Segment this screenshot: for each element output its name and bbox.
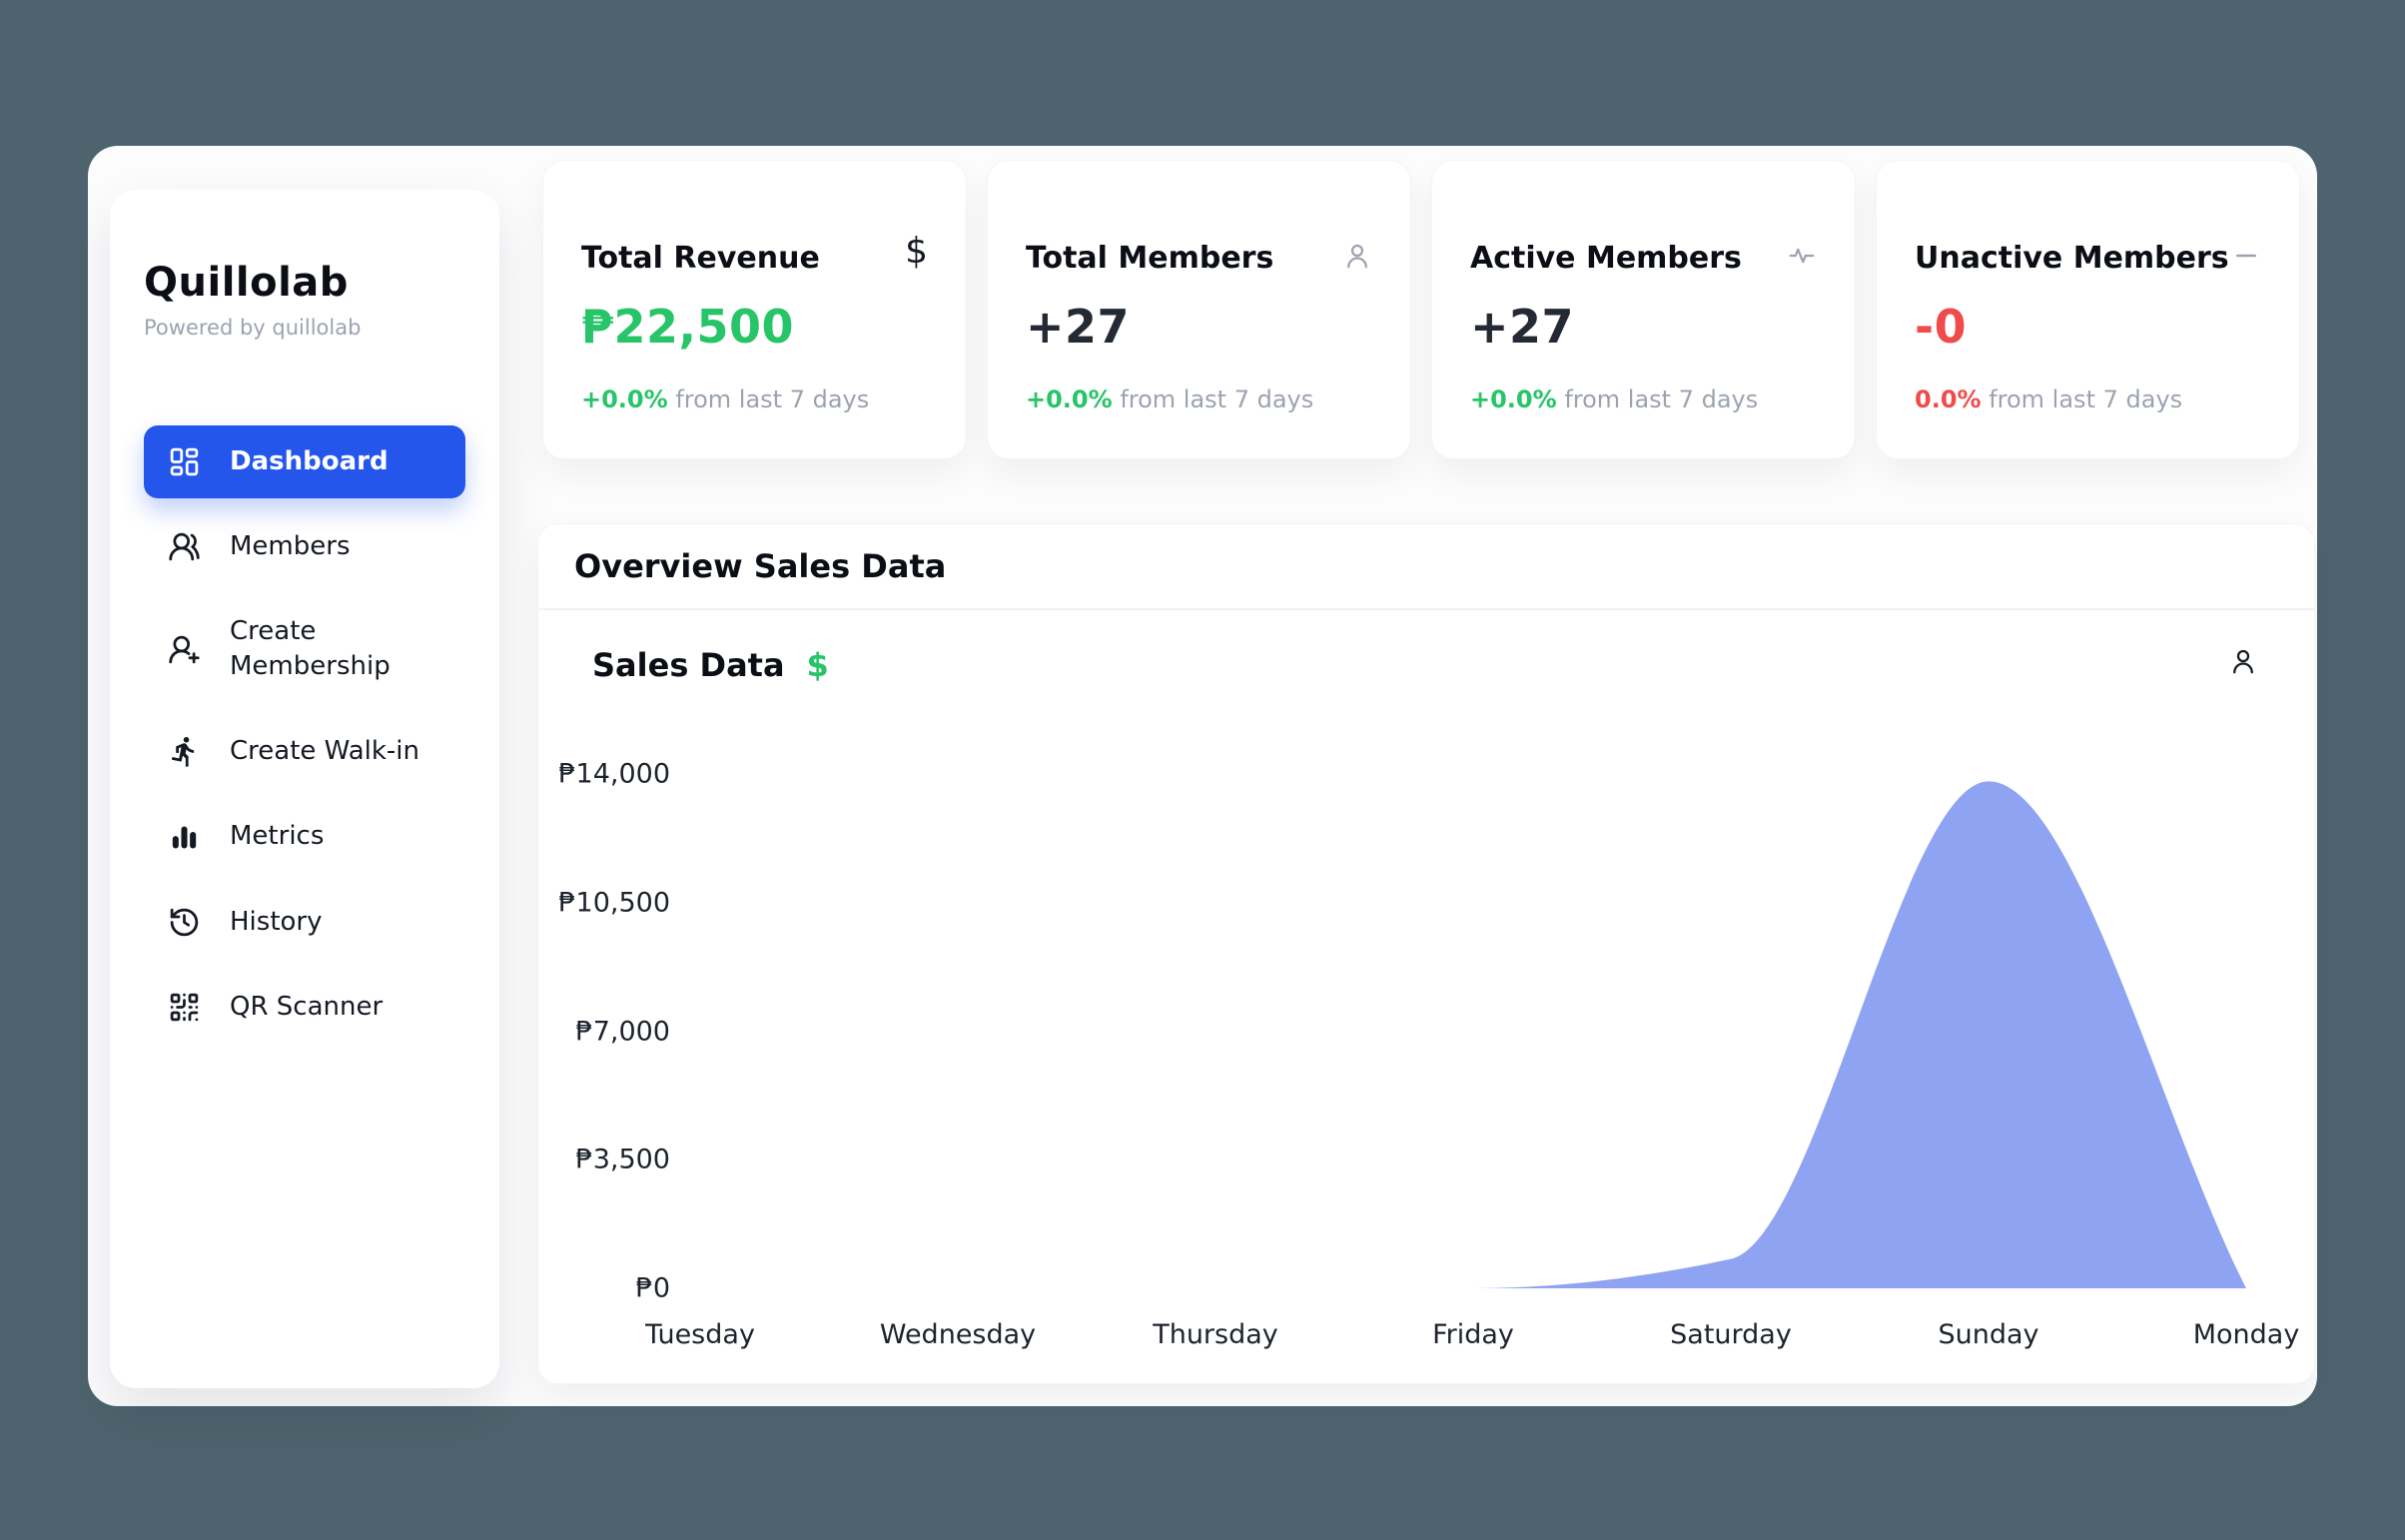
x-tick-label: Sunday xyxy=(1938,1319,2039,1350)
area-chart xyxy=(700,781,2246,1288)
stat-caption-text: from last 7 days xyxy=(675,385,870,413)
y-tick-label: ₱14,000 xyxy=(558,758,670,790)
sidebar-item-label: Create Membership xyxy=(230,616,391,682)
overview-card: Overview Sales Data Sales Data $ ₱14,000… xyxy=(537,523,2315,1384)
dashboard-grid-icon xyxy=(168,445,202,478)
stat-title: Total Members xyxy=(1026,241,1274,276)
x-tick-label: Thursday xyxy=(1153,1319,1278,1350)
dollar-toggle-icon[interactable]: $ xyxy=(806,646,829,684)
x-tick-label: Monday xyxy=(2192,1319,2300,1350)
person-add-icon xyxy=(168,633,202,666)
stat-value: ₱22,500 xyxy=(581,300,795,354)
stat-caption: +0.0% from last 7 days xyxy=(1470,385,1817,413)
overview-header: Overview Sales Data xyxy=(538,524,2314,610)
stat-value: +27 xyxy=(1470,300,1575,354)
sidebar-item-qr-scanner[interactable]: QR Scanner xyxy=(144,971,465,1044)
history-clock-icon xyxy=(168,906,202,939)
stat-delta: +0.0% xyxy=(1026,385,1113,413)
sidebar-item-label: Dashboard xyxy=(230,446,389,476)
sidebar-nav: Dashboard Members Create Membership Create … xyxy=(144,425,465,1044)
x-tick-label: Friday xyxy=(1432,1319,1514,1350)
sidebar-item-members[interactable]: Members xyxy=(144,510,465,583)
stat-caption-text: from last 7 days xyxy=(1120,385,1314,413)
stat-value: -0 xyxy=(1915,300,1968,354)
main-container: Quillolab Powered by quillolab Dashboard… xyxy=(88,146,2317,1406)
stat-card-unactive-members: Unactive Members -0 0.0% from last 7 days xyxy=(1876,160,2300,459)
sidebar-item-label: Metrics xyxy=(230,821,325,852)
person-icon xyxy=(1342,241,1372,271)
sidebar-item-create-membership[interactable]: Create Membership xyxy=(144,595,465,703)
sidebar-item-create-walk-in[interactable]: Create Walk-in xyxy=(144,715,465,788)
sidebar-item-metrics[interactable]: Metrics xyxy=(144,800,465,873)
stat-card-total-revenue: Total Revenue $ ₱22,500 +0.0% from last 7 d… xyxy=(542,160,967,459)
sidebar-item-label: QR Scanner xyxy=(230,991,384,1022)
sidebar-item-label: History xyxy=(230,906,323,937)
stat-card-total-members: Total Members +27 +0.0% from last 7 days xyxy=(987,160,1411,459)
x-tick-label: Tuesday xyxy=(645,1319,755,1350)
bar-chart-icon xyxy=(168,821,202,854)
stat-delta: 0.0% xyxy=(1915,385,1982,413)
stat-delta: +0.0% xyxy=(581,385,668,413)
members-icon xyxy=(168,530,202,563)
minus-icon xyxy=(2231,241,2261,271)
stat-title: Total Revenue xyxy=(581,241,820,276)
sidebar-item-label: Members xyxy=(230,531,351,562)
sidebar: Quillolab Powered by quillolab Dashboard… xyxy=(110,190,499,1388)
app-subtitle: Powered by quillolab xyxy=(144,316,362,340)
dollar-icon: $ xyxy=(905,231,928,272)
brand: Quillolab Powered by quillolab xyxy=(144,260,465,340)
y-tick-label: ₱3,500 xyxy=(575,1144,670,1175)
stat-caption: 0.0% from last 7 days xyxy=(1915,385,2261,413)
stat-delta: +0.0% xyxy=(1470,385,1557,413)
y-tick-label: ₱0 xyxy=(635,1272,670,1304)
walk-in-runner-icon xyxy=(168,735,202,768)
chart-title-row: Sales Data $ xyxy=(592,646,829,684)
activity-icon xyxy=(1787,241,1817,271)
stat-caption-text: from last 7 days xyxy=(1989,385,2183,413)
chart-title: Sales Data xyxy=(592,646,785,684)
stat-title: Active Members xyxy=(1470,241,1742,276)
x-tick-label: Saturday xyxy=(1670,1319,1792,1350)
x-tick-label: Wednesday xyxy=(879,1319,1037,1350)
stat-value: +27 xyxy=(1026,300,1131,354)
stat-title: Unactive Members xyxy=(1915,241,2229,276)
sidebar-item-label: Create Walk-in xyxy=(230,736,419,767)
stats-row: Total Revenue $ ₱22,500 +0.0% from last 7 d… xyxy=(542,160,2300,459)
stat-caption: +0.0% from last 7 days xyxy=(1026,385,1372,413)
overview-title: Overview Sales Data xyxy=(574,547,947,585)
sidebar-item-history[interactable]: History xyxy=(144,886,465,959)
sidebar-item-dashboard[interactable]: Dashboard xyxy=(144,425,465,499)
app-title: Quillolab xyxy=(144,260,349,306)
stat-caption-text: from last 7 days xyxy=(1564,385,1759,413)
qr-code-icon xyxy=(168,991,202,1024)
stat-card-active-members: Active Members +27 +0.0% from last 7 days xyxy=(1431,160,1856,459)
person-toggle-icon[interactable] xyxy=(2228,646,2258,676)
y-tick-label: ₱10,500 xyxy=(558,887,670,919)
sales-chart: Sales Data $ ₱14,000 ₱10,500 ₱7,000 ₱3,500 ₱… xyxy=(538,610,2314,1385)
stat-caption: +0.0% from last 7 days xyxy=(581,385,928,413)
y-tick-label: ₱7,000 xyxy=(575,1016,670,1047)
